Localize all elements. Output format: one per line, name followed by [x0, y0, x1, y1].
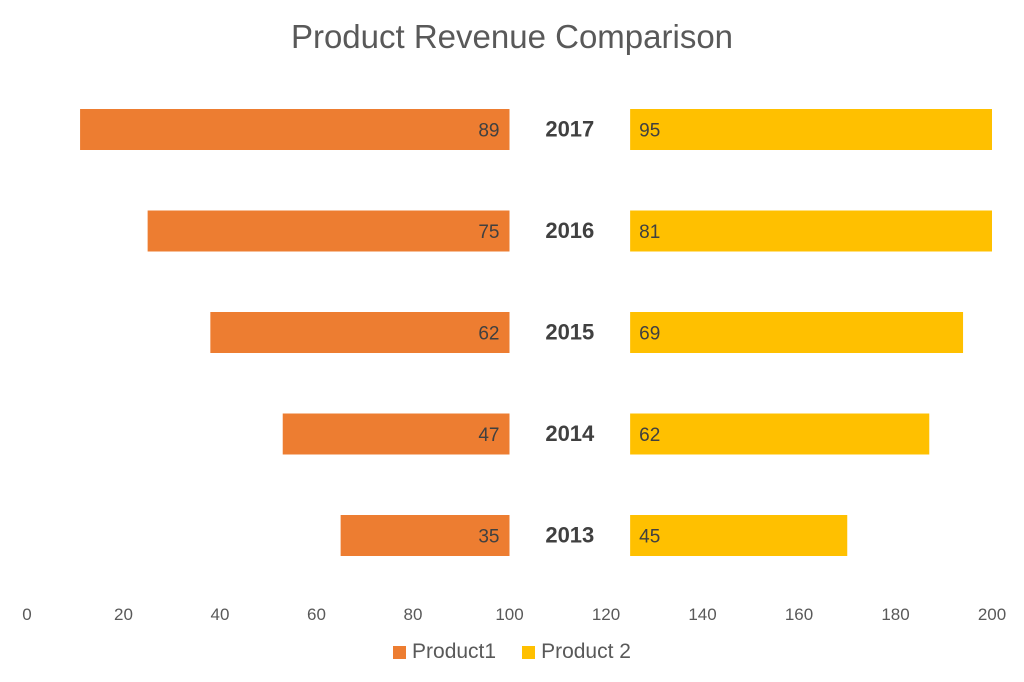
x-tick-label-40: 40: [211, 605, 230, 624]
category-label-2015: 2015: [545, 320, 594, 345]
data-label-product2-2014: 62: [639, 425, 660, 446]
bar-product1-2013: [340, 515, 510, 556]
x-tick-label-20: 20: [114, 605, 133, 624]
bar-product1-2016: [147, 210, 510, 252]
data-label-product1-2015: 62: [478, 324, 499, 345]
data-label-product1-2017: 89: [478, 121, 499, 142]
category-label-2016: 2016: [545, 218, 594, 243]
data-label-product2-2016: 81: [639, 222, 660, 243]
bar-product1-2014: [282, 413, 510, 455]
x-tick-label-140: 140: [688, 605, 716, 624]
category-label-2013: 2013: [545, 523, 594, 548]
bar-product2-2014: [630, 413, 930, 455]
category-label-2014: 2014: [545, 421, 595, 446]
bar-product2-2017: [630, 109, 992, 150]
x-tick-label-180: 180: [881, 605, 909, 624]
bar-product1-2015: [210, 312, 510, 353]
x-tick-label-160: 160: [785, 605, 813, 624]
data-label-product2-2015: 69: [639, 324, 660, 345]
data-label-product1-2014: 47: [478, 425, 499, 446]
data-label-product2-2013: 45: [639, 527, 660, 548]
data-label-product1-2016: 75: [478, 222, 499, 243]
bar-product1-2017: [80, 109, 510, 150]
chart-title: Product Revenue Comparison: [290, 18, 734, 55]
x-tick-label-120: 120: [592, 605, 620, 624]
legend-label-product2: Product 2: [541, 640, 631, 663]
data-label-product2-2017: 95: [639, 121, 660, 142]
category-label-2017: 2017: [545, 117, 594, 142]
x-tick-label-80: 80: [404, 605, 423, 624]
x-tick-label-200: 200: [978, 605, 1006, 624]
legend-swatch-product2: [522, 645, 536, 659]
legend-label-product1: Product1: [412, 640, 497, 663]
data-label-product1-2013: 35: [478, 527, 499, 548]
bar-product2-2016: [630, 210, 992, 252]
x-tick-label-60: 60: [307, 605, 326, 624]
x-tick-label-100: 100: [495, 605, 523, 624]
legend-swatch-product1: [393, 645, 407, 659]
legend: Product1 Product 2: [0, 640, 1024, 664]
bar-product2-2013: [630, 515, 848, 556]
bar-product2-2015: [630, 312, 964, 353]
legend-item-product2: Product 2: [522, 640, 631, 664]
legend-item-product1: Product1: [393, 640, 496, 664]
x-tick-label-0: 0: [22, 605, 31, 624]
